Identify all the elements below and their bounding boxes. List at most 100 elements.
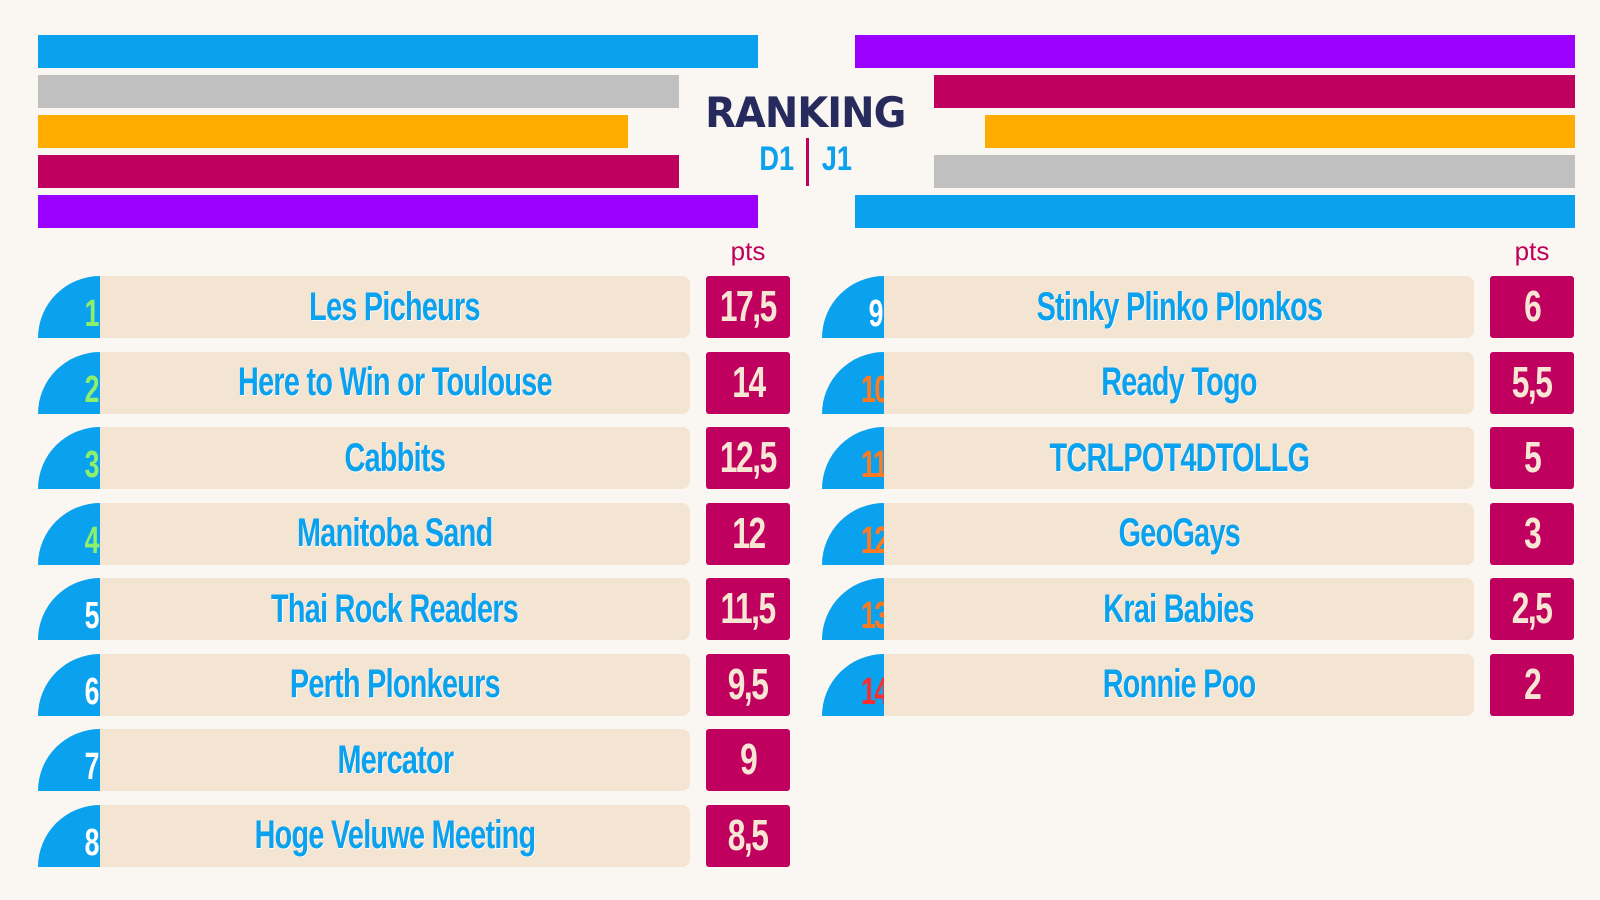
rank-number: 1 — [84, 293, 100, 335]
standings-row: 8 Hoge Veluwe Meeting 8,5 — [38, 804, 790, 867]
page-title: RANKING — [705, 88, 906, 137]
team-name-cell: Ready Togo — [884, 351, 1474, 414]
points-column-header-right: pts — [1514, 236, 1550, 266]
rank-number: 6 — [84, 670, 100, 713]
header-bar-right — [855, 195, 1575, 228]
header-bar-left — [38, 35, 758, 68]
points-cell: 14 — [706, 351, 790, 414]
team-name: Perth Plonkeurs — [289, 662, 501, 706]
standings-row: 11 TCRLPOT4DTOLLG 5 — [822, 427, 1574, 489]
rank-badge: 9 — [822, 276, 884, 338]
header-bar-right — [934, 75, 1575, 108]
header-bar-left — [38, 195, 758, 228]
rank-number: 8 — [84, 821, 100, 864]
rank-number: 14 — [861, 670, 889, 713]
rank-badge: 4 — [38, 502, 100, 565]
points-value: 6 — [1523, 282, 1542, 331]
division-label: D1 — [759, 140, 795, 178]
rank-badge: 3 — [38, 427, 100, 489]
standings-row: 9 Stinky Plinko Plonkos 6 — [822, 276, 1574, 338]
rank-badge: 11 — [822, 427, 888, 489]
team-name-cell: TCRLPOT4DTOLLG — [884, 427, 1474, 489]
standings-row: 2 Here to Win or Toulouse 14 — [38, 351, 790, 414]
points-cell: 9 — [706, 729, 790, 791]
team-name: Thai Rock Readers — [271, 586, 519, 631]
rank-number: 3 — [84, 444, 100, 486]
team-name-cell: GeoGays — [884, 502, 1474, 565]
header-bar-left — [38, 75, 679, 108]
standings-row: 7 Mercator 9 — [38, 729, 790, 791]
points-cell: 2,5 — [1490, 578, 1574, 640]
points-value: 5,5 — [1512, 357, 1553, 407]
standings-row: 5 Thai Rock Readers 11,5 — [38, 578, 790, 640]
header-bar-left — [38, 155, 679, 188]
team-name: TCRLPOT4DTOLLG — [1049, 435, 1310, 480]
team-name: Krai Babies — [1103, 586, 1255, 631]
points-value: 17,5 — [720, 282, 777, 331]
rank-badge: 12 — [822, 502, 889, 565]
rank-badge: 5 — [38, 578, 100, 640]
rank-number: 2 — [84, 368, 100, 411]
rank-number: 13 — [861, 595, 889, 637]
rank-number: 7 — [84, 746, 100, 788]
rank-badge: 6 — [38, 653, 100, 716]
team-name: Here to Win or Toulouse — [238, 360, 553, 404]
points-value: 3 — [1523, 508, 1542, 558]
rank-badge: 14 — [822, 653, 889, 716]
team-name: Mercator — [337, 737, 454, 782]
points-cell: 2 — [1490, 653, 1574, 716]
team-name: Les Picheurs — [309, 284, 481, 329]
points-cell: 8,5 — [706, 804, 790, 867]
rank-badge: 2 — [38, 351, 100, 414]
header-separator — [806, 138, 809, 186]
points-value: 2 — [1523, 659, 1542, 709]
team-name-cell: Les Picheurs — [100, 276, 690, 338]
rank-number: 5 — [84, 595, 100, 637]
points-cell: 17,5 — [706, 276, 790, 338]
team-name-cell: Krai Babies — [884, 578, 1474, 640]
standings-row: 12 GeoGays 3 — [822, 502, 1574, 565]
points-value: 12,5 — [720, 433, 777, 482]
team-name: Ronnie Poo — [1102, 662, 1257, 706]
points-cell: 12,5 — [706, 427, 790, 489]
rank-badge: 10 — [822, 351, 889, 414]
rank-badge: 8 — [38, 804, 100, 867]
team-name: Manitoba Sand — [297, 511, 493, 555]
team-name-cell: Perth Plonkeurs — [100, 653, 690, 716]
header-bar-left — [38, 115, 628, 148]
points-cell: 5 — [1490, 427, 1574, 489]
team-name-cell: Hoge Veluwe Meeting — [100, 804, 690, 867]
team-name-cell: Stinky Plinko Plonkos — [884, 276, 1474, 338]
standings-row: 3 Cabbits 12,5 — [38, 427, 790, 489]
round-label: J1 — [821, 140, 853, 178]
points-value: 9,5 — [728, 659, 769, 709]
standings-row: 13 Krai Babies 2,5 — [822, 578, 1574, 640]
points-cell: 3 — [1490, 502, 1574, 565]
team-name-cell: Thai Rock Readers — [100, 578, 690, 640]
points-value: 2,5 — [1512, 584, 1553, 633]
rank-badge: 7 — [38, 729, 100, 791]
rank-number: 4 — [84, 519, 100, 562]
header-bar-right — [934, 155, 1575, 188]
team-name-cell: Ronnie Poo — [884, 653, 1474, 716]
points-value: 14 — [731, 357, 766, 407]
team-name: Ready Togo — [1101, 360, 1257, 404]
rank-number: 12 — [861, 519, 889, 562]
team-name-cell: Manitoba Sand — [100, 502, 690, 565]
rank-number: 9 — [868, 293, 884, 335]
points-value: 8,5 — [728, 810, 769, 860]
header-bar-right — [855, 35, 1575, 68]
standings-row: 10 Ready Togo 5,5 — [822, 351, 1574, 414]
points-cell: 6 — [1490, 276, 1574, 338]
points-cell: 11,5 — [706, 578, 790, 640]
points-value: 5 — [1523, 433, 1542, 482]
standings-row: 6 Perth Plonkeurs 9,5 — [38, 653, 790, 716]
team-name: Stinky Plinko Plonkos — [1036, 284, 1322, 329]
standings-row: 4 Manitoba Sand 12 — [38, 502, 790, 565]
team-name-cell: Cabbits — [100, 427, 690, 489]
team-name-cell: Mercator — [100, 729, 690, 791]
team-name: Cabbits — [344, 435, 446, 480]
team-name-cell: Here to Win or Toulouse — [100, 351, 690, 414]
standings-row: 14 Ronnie Poo 2 — [822, 653, 1574, 716]
points-value: 11,5 — [720, 584, 777, 633]
